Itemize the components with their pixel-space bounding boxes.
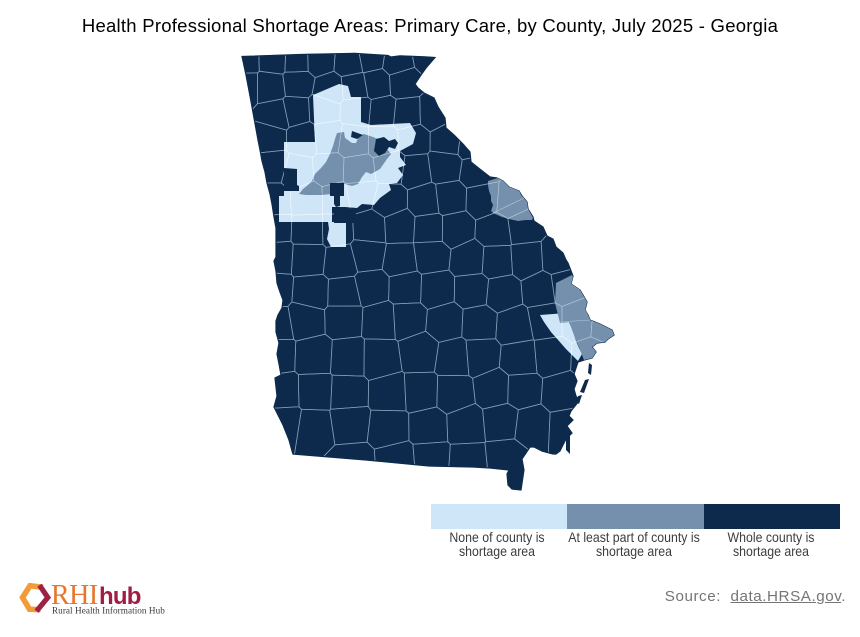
svg-text:hub: hub bbox=[99, 583, 141, 610]
svg-text:RHI: RHI bbox=[51, 580, 98, 611]
svg-text:Rural Health Information Hub: Rural Health Information Hub bbox=[52, 606, 165, 616]
